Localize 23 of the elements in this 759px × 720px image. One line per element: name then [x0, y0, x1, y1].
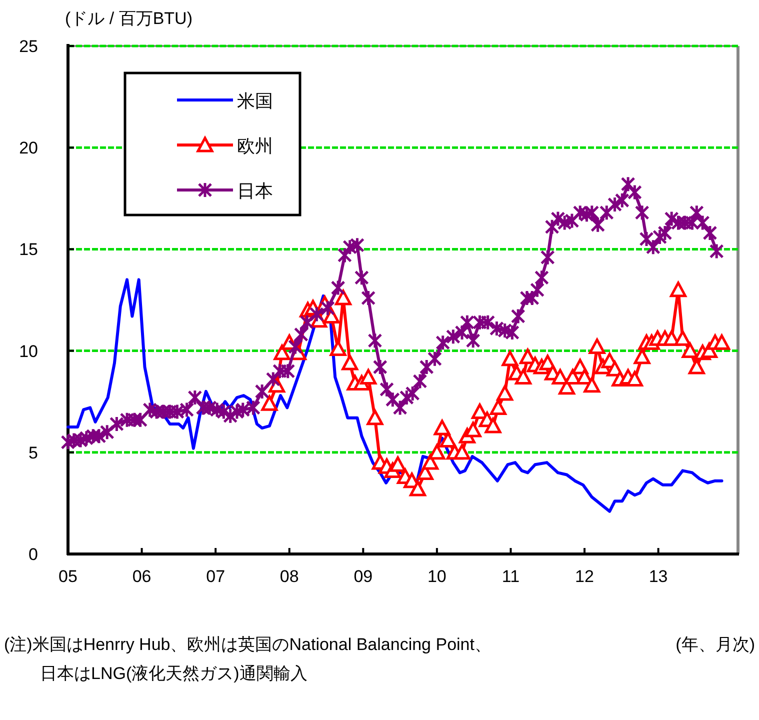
- x-tick-label: 12: [575, 567, 594, 586]
- x-tick-label: 09: [354, 567, 373, 586]
- legend-label: 日本: [237, 181, 273, 201]
- legend-label: 欧州: [237, 136, 273, 156]
- y-tick-label: 20: [19, 138, 38, 158]
- x-tick-label: 05: [58, 567, 78, 586]
- line-series: [66, 278, 724, 513]
- y-tick-label: 0: [28, 545, 38, 564]
- y-tick-label: 5: [28, 443, 38, 462]
- text: (注)米国はHenrry Hub、欧州は英国のNational Balancing Point、: [4, 635, 492, 654]
- x-tick-label: 07: [206, 567, 226, 586]
- legend-label: 米国: [237, 91, 273, 111]
- x-tick-label: 11: [502, 567, 520, 586]
- y-axis-title: (ドル / 百万BTU): [65, 9, 192, 28]
- x-axis-title: (年、月次): [676, 635, 755, 654]
- y-tick-label: 10: [19, 342, 38, 361]
- text: 日本はLNG(液化天然ガス)通関輸入: [40, 664, 308, 683]
- y-tick-label: 25: [19, 37, 38, 56]
- x-tick-label: 10: [427, 567, 446, 586]
- x-tick-label: 13: [648, 567, 668, 586]
- y-tick-label: 15: [19, 240, 38, 260]
- x-tick-label: 08: [280, 567, 299, 586]
- x-tick-label: 06: [132, 567, 152, 586]
